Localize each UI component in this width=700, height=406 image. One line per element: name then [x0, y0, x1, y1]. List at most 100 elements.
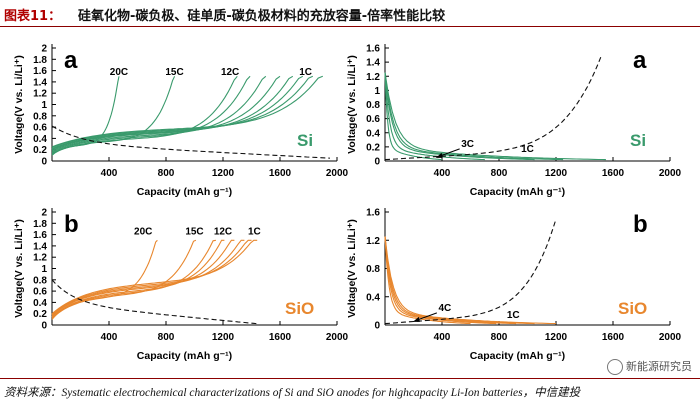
sio-discharge-x-tick-label: 400 — [434, 332, 451, 343]
si-charge-x-tick-label: 1600 — [269, 168, 292, 179]
si-charge-rate-label: 12C — [221, 67, 239, 78]
sio-discharge-x-tick-label: 1200 — [545, 332, 568, 343]
si-discharge-x-tick-label: 2000 — [659, 168, 682, 179]
si-discharge-y-tick-label: 0 — [374, 157, 380, 168]
si-discharge-x-tick-label: 400 — [434, 168, 451, 179]
sio-charge-rate-label: 20C — [134, 227, 152, 238]
si-discharge-rate-label: 1C — [521, 144, 534, 155]
si-charge-rate-label: 20C — [110, 67, 128, 78]
si-discharge-y-tick-label: 0.6 — [366, 114, 380, 125]
source-note: 资料来源：Systematic electrochemical characte… — [4, 387, 581, 399]
sio-charge-series-2C — [51, 239, 252, 315]
si-charge-y-tick-label: 0.4 — [33, 134, 47, 145]
si-charge-y-tick-label: 1.2 — [33, 89, 47, 100]
sio-discharge-y-tick-label: 1.6 — [366, 208, 380, 219]
sio-discharge-x-axis-title: Capacity (mAh g⁻¹) — [470, 350, 565, 362]
sio-charge-y-tick-label: 1.6 — [33, 230, 47, 241]
sio-discharge-series-3C — [384, 236, 517, 325]
sio-charge-series-15C — [51, 239, 197, 319]
si-charge-series-7C — [51, 75, 267, 152]
si-charge-y-tick-label: 0.2 — [33, 145, 47, 156]
si-discharge-x-tick-label: 800 — [491, 168, 508, 179]
si-charge-y-tick-label: 2 — [41, 44, 47, 55]
si-charge-rate-label: 15C — [165, 67, 183, 78]
si-discharge-x-axis-title: Capacity (mAh g⁻¹) — [470, 186, 565, 198]
si-discharge-y-tick-label: 1.6 — [366, 44, 380, 55]
si-charge-first-cycle-dashed — [51, 125, 330, 159]
si-discharge-rate-label: 3C — [461, 139, 474, 150]
sio-discharge-panel-letter: b — [633, 211, 648, 238]
si-discharge-first-cycle-dashed — [384, 54, 603, 161]
sio-charge-y-tick-label: 0 — [41, 321, 47, 332]
sio-discharge-series-2C — [384, 236, 535, 325]
figure-number: 图表11： — [4, 9, 62, 24]
sio-discharge-x-tick-label: 1600 — [602, 332, 625, 343]
sio-charge-y-tick-label: 0.2 — [33, 309, 47, 320]
sio-discharge-y-tick-label: 0.8 — [366, 264, 380, 275]
si-discharge-y-axis-title: Voltage(V vs. Li/Li⁺) — [346, 55, 358, 154]
si-discharge-y-tick-label: 1.2 — [366, 72, 380, 83]
si-discharge-panel-letter: a — [633, 47, 647, 74]
si-charge-material-label: Si — [297, 131, 313, 150]
sio-charge-y-tick-label: 0.4 — [33, 298, 47, 309]
si-charge-y-tick-label: 0.8 — [33, 111, 47, 122]
sio-charge-x-tick-label: 1600 — [269, 332, 292, 343]
si-charge-rate-label: 1C — [299, 67, 312, 78]
si-discharge-y-tick-label: 1.4 — [366, 58, 380, 69]
sio-charge-series-5C — [51, 239, 235, 316]
sio-discharge-first-cycle-dashed — [384, 218, 557, 325]
si-charge-x-tick-label: 400 — [101, 168, 118, 179]
sio-charge-x-axis-title: Capacity (mAh g⁻¹) — [137, 350, 232, 362]
sio-charge-y-tick-label: 1.2 — [33, 253, 47, 264]
si-charge-series-2C — [51, 75, 314, 148]
sio-discharge-series-1C — [384, 236, 557, 325]
sio-discharge-material-label: SiO — [618, 299, 647, 318]
si-discharge-y-tick-label: 0.2 — [366, 142, 380, 153]
sio-charge-rate-label: 12C — [214, 227, 232, 238]
sio-discharge-y-tick-label: 1.2 — [366, 236, 380, 247]
si-charge-y-tick-label: 1.8 — [33, 55, 47, 66]
sio-charge-x-tick-label: 800 — [158, 332, 175, 343]
si-charge-x-tick-label: 800 — [158, 168, 175, 179]
si-discharge-x-tick-label: 1600 — [602, 168, 625, 179]
si-discharge-series-2C — [384, 72, 564, 161]
si-charge-series-4C — [51, 75, 294, 150]
sio-charge-y-tick-label: 1.8 — [33, 219, 47, 230]
sio-charge-series-1C — [51, 239, 258, 315]
sio-discharge-series-6C — [384, 236, 471, 325]
si-discharge-y-tick-label: 0.4 — [366, 128, 380, 139]
sio-charge-y-tick-label: 0.6 — [33, 287, 47, 298]
si-discharge-y-tick-label: 0.8 — [366, 100, 380, 111]
sio-charge-y-tick-label: 1 — [41, 264, 47, 275]
watermark-text: 新能源研究员 — [626, 360, 692, 373]
si-charge-series-5C — [51, 75, 281, 151]
si-charge-series-1C — [51, 75, 324, 148]
watermark: 新能源研究员 — [607, 358, 692, 375]
title-bar: 图表11： 硅氧化物-碳负极、硅单质-碳负极材料的充放容量-倍率性能比较 — [0, 0, 700, 27]
sio-charge-y-axis-title: Voltage(V vs. Li/Li⁺) — [13, 219, 25, 318]
si-charge-y-tick-label: 0.6 — [33, 123, 47, 134]
sio-discharge-rate-label: 1C — [507, 310, 520, 321]
sio-discharge-y-tick-label: 0.4 — [366, 292, 380, 303]
sio-charge-x-tick-label: 2000 — [326, 332, 349, 343]
sio-discharge-x-tick-label: 2000 — [659, 332, 682, 343]
sio-discharge-y-tick-label: 0 — [374, 321, 380, 332]
sio-charge-x-tick-label: 400 — [101, 332, 118, 343]
sio-discharge-x-tick-label: 800 — [491, 332, 508, 343]
si-charge-x-tick-label: 1200 — [212, 168, 235, 179]
sio-discharge-arrow-head — [412, 316, 420, 322]
sio-charge-first-cycle-dashed — [51, 279, 259, 325]
si-discharge-series-10C — [384, 72, 443, 161]
sio-charge-series-3C — [51, 239, 245, 316]
si-charge-series-20C — [51, 76, 120, 156]
sio-charge-series-10C — [51, 239, 225, 317]
si-charge-series-10C — [51, 75, 251, 153]
si-charge-y-tick-label: 1 — [41, 100, 47, 111]
sio-charge-material-label: SiO — [285, 299, 314, 318]
sio-charge-series-20C — [51, 239, 158, 320]
si-discharge-material-label: Si — [630, 131, 646, 150]
si-discharge-series-1C — [384, 72, 606, 161]
si-charge-panel-letter: a — [64, 47, 78, 74]
footer: 资料来源：Systematic electrochemical characte… — [0, 378, 700, 406]
sio-charge-y-tick-label: 2 — [41, 208, 47, 219]
